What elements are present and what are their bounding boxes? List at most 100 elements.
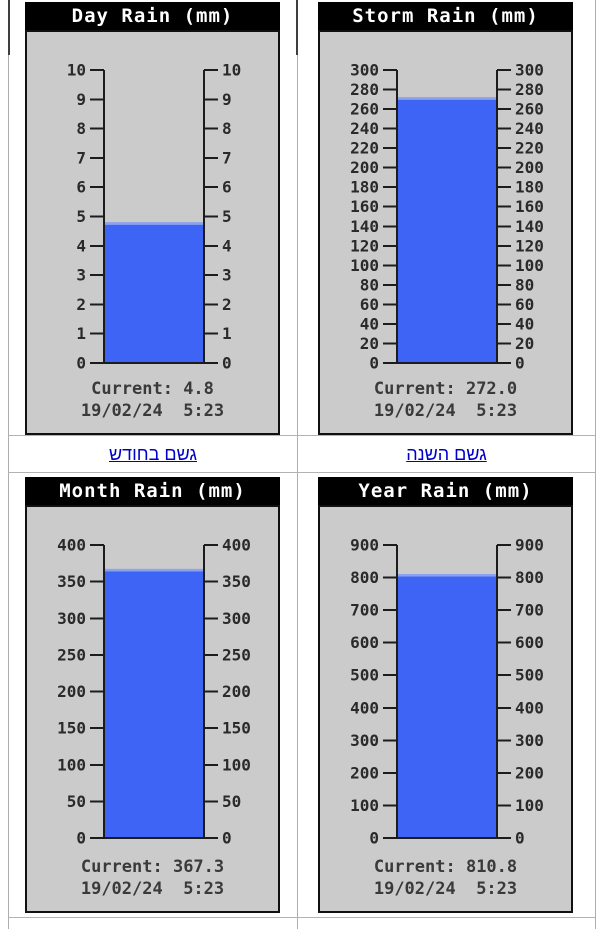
year-rain-chart: 0 100 200 300 400 500 600 700 800 900 0 100 200 300 40…	[350, 536, 544, 848]
table-border-middle-cap	[296, 0, 298, 55]
gauge-title-storm-rain: Storm Rain (mm)	[318, 2, 573, 30]
left-tick-label: 8	[76, 119, 86, 138]
left-tick-label: 220	[350, 139, 379, 158]
right-tick-label: 160	[515, 197, 544, 216]
gauge-day-rain: Day Rain (mm) 0 1 2 3 4 5 6 7 8 9 10 0 1 2 3 4 5 6 7 8 9 10 C…	[25, 2, 280, 435]
left-tick-label: 7	[76, 148, 86, 167]
gauge-panel-day-rain: 0 1 2 3 4 5 6 7 8 9 10 0 1 2 3 4 5 6 7 8 9 10 Current: 4.8 19…	[25, 30, 280, 435]
gauge-title-day-rain: Day Rain (mm)	[25, 2, 280, 30]
left-tick-label: 300	[350, 61, 379, 80]
left-tick-label: 0	[369, 829, 379, 848]
left-tick-label: 150	[57, 719, 86, 738]
right-tick-label: 20	[515, 334, 534, 353]
rain-bar	[398, 97, 496, 363]
right-tick-label: 2	[222, 295, 232, 314]
right-tick-label: 800	[515, 568, 544, 587]
left-tick-label: 280	[350, 80, 379, 99]
left-tick-label: 0	[76, 354, 86, 373]
year-rain-link[interactable]: גשם השנה	[406, 443, 487, 464]
storm-rain-chart: 0204060801001201401601802002202402602803…	[350, 61, 544, 373]
rain-bar	[398, 574, 496, 838]
left-tick-label: 100	[350, 256, 379, 275]
left-tick-label: 5	[76, 207, 86, 226]
storm-rain-current-value: Current: 272.0	[373, 379, 518, 399]
right-tick-label: 900	[515, 536, 544, 555]
right-tick-label: 7	[222, 148, 232, 167]
rain-bar	[105, 568, 203, 838]
gauge-panel-month-rain: 0 50 100 150 200 250 300 350 400 0 50 100 150 200 250 3…	[25, 505, 280, 913]
year-rain-datetime: 19/02/24 5:23	[373, 879, 518, 899]
month-rain-datetime: 19/02/24 5:23	[80, 879, 225, 899]
month-rain-link[interactable]: גשם בחודש	[108, 443, 197, 464]
right-tick-label: 300	[222, 609, 251, 628]
left-axis: 0 1 2 3 4 5 6 7 8 9 10	[67, 61, 105, 373]
right-tick-label: 150	[222, 719, 251, 738]
rain-bar-group	[398, 97, 496, 363]
right-tick-label: 300	[515, 731, 544, 750]
right-tick-label: 250	[222, 645, 251, 664]
right-axis: 0204060801001201401601802002202402602803…	[496, 61, 544, 373]
left-tick-label: 700	[350, 601, 379, 620]
left-tick-label: 250	[57, 645, 86, 664]
left-tick-label: 350	[57, 572, 86, 591]
left-tick-label: 10	[67, 61, 86, 80]
left-axis: 0 50 100 150 200 250 300 350 400	[57, 536, 105, 848]
right-tick-label: 50	[222, 792, 241, 811]
right-axis: 0 50 100 150 200 250 300 350 400	[203, 536, 251, 848]
day-rain-current-value: Current: 4.8	[91, 379, 214, 399]
right-tick-label: 400	[515, 698, 544, 717]
left-tick-label: 0	[76, 829, 86, 848]
rain-bar-group	[398, 574, 496, 838]
right-tick-label: 80	[515, 275, 534, 294]
left-tick-label: 40	[360, 314, 379, 333]
table-border-row3	[8, 917, 596, 918]
left-tick-label: 500	[350, 666, 379, 685]
right-tick-label: 220	[515, 139, 544, 158]
left-tick-label: 80	[360, 275, 379, 294]
right-tick-label: 60	[515, 295, 534, 314]
left-tick-label: 300	[57, 609, 86, 628]
right-tick-label: 140	[515, 217, 544, 236]
left-tick-label: 200	[350, 158, 379, 177]
rain-bar-group	[105, 222, 203, 363]
left-tick-label: 6	[76, 178, 86, 197]
right-axis: 0 1 2 3 4 5 6 7 8 9 10	[203, 61, 241, 373]
right-tick-label: 180	[515, 178, 544, 197]
gauge-storm-rain: Storm Rain (mm) 0 20 40 60 80 100 120 140 160 180…	[318, 2, 573, 435]
right-tick-label: 100	[222, 755, 251, 774]
gauge-title-year-rain: Year Rain (mm)	[318, 477, 573, 505]
left-tick-label: 100	[350, 796, 379, 815]
right-tick-label: 3	[222, 266, 232, 285]
left-tick-label: 60	[360, 295, 379, 314]
right-tick-label: 100	[515, 796, 544, 815]
right-tick-label: 40	[515, 314, 534, 333]
left-tick-label: 240	[350, 119, 379, 138]
left-tick-label: 180	[350, 178, 379, 197]
right-tick-label: 1	[222, 324, 232, 343]
rain-bar-top-edge	[105, 222, 203, 225]
left-axis: 0 100 200 300 400 500 600 700 800 900	[350, 536, 398, 848]
right-tick-label: 280	[515, 80, 544, 99]
rain-bar-top-edge	[105, 568, 203, 572]
year-rain-current-value: Current: 810.8	[373, 857, 518, 877]
right-axis: 0 100 200 300 400 500 600 700 800 900	[496, 536, 544, 848]
gauge-year-rain: Year Rain (mm) 0 100 200 300 400 500 600 700 800…	[318, 477, 573, 913]
month-rain-link-cell: גשם בחודש	[9, 436, 297, 472]
right-tick-label: 0	[515, 354, 525, 373]
right-tick-label: 200	[515, 158, 544, 177]
left-tick-label: 400	[57, 536, 86, 555]
right-tick-label: 260	[515, 100, 544, 119]
right-tick-label: 100	[515, 256, 544, 275]
right-tick-label: 4	[222, 236, 232, 255]
right-tick-label: 0	[222, 829, 232, 848]
right-tick-label: 700	[515, 601, 544, 620]
day-rain-datetime: 19/02/24 5:23	[80, 401, 225, 421]
right-tick-label: 8	[222, 119, 232, 138]
left-tick-label: 20	[360, 334, 379, 353]
left-tick-label: 160	[350, 197, 379, 216]
right-tick-label: 9	[222, 90, 232, 109]
right-tick-label: 500	[515, 666, 544, 685]
left-tick-label: 100	[57, 755, 86, 774]
left-tick-label: 200	[57, 682, 86, 701]
rain-bar-top-edge	[398, 574, 496, 577]
